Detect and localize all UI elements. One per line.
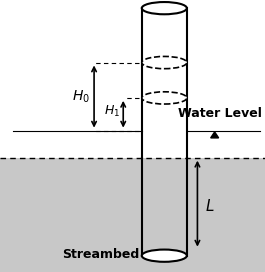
Ellipse shape	[142, 57, 187, 69]
Bar	[0, 158, 265, 272]
Text: Streambed: Streambed	[62, 248, 139, 261]
Text: H$_0$: H$_0$	[72, 88, 90, 105]
Ellipse shape	[142, 92, 187, 104]
Ellipse shape	[142, 250, 187, 262]
Text: H$_1$: H$_1$	[104, 104, 121, 119]
Ellipse shape	[142, 2, 187, 14]
Polygon shape	[211, 132, 219, 138]
Text: L: L	[205, 199, 214, 214]
Text: Water Level: Water Level	[178, 107, 262, 120]
